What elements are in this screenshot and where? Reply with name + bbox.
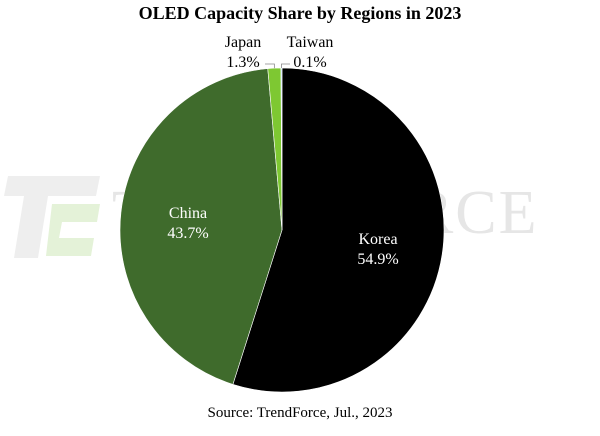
source-note: Source: TrendForce, Jul., 2023 (207, 405, 393, 421)
slice-value-japan: 1.3% (226, 54, 259, 71)
slice-value-taiwan: 0.1% (293, 54, 326, 71)
leader-line-japan (265, 63, 275, 69)
slice-name-taiwan: Taiwan (287, 34, 334, 51)
slice-name-china: China (169, 205, 207, 222)
leader-line-taiwan (281, 63, 290, 69)
slice-name-korea: Korea (358, 231, 397, 248)
slice-value-china: 43.7% (167, 225, 208, 242)
pie-slice-china (119, 68, 283, 385)
slice-value-korea: 54.9% (357, 251, 398, 268)
chart-title: OLED Capacity Share by Regions in 2023 (138, 3, 462, 23)
slice-name-japan: Japan (225, 34, 261, 51)
pie-slice-korea (232, 67, 445, 393)
